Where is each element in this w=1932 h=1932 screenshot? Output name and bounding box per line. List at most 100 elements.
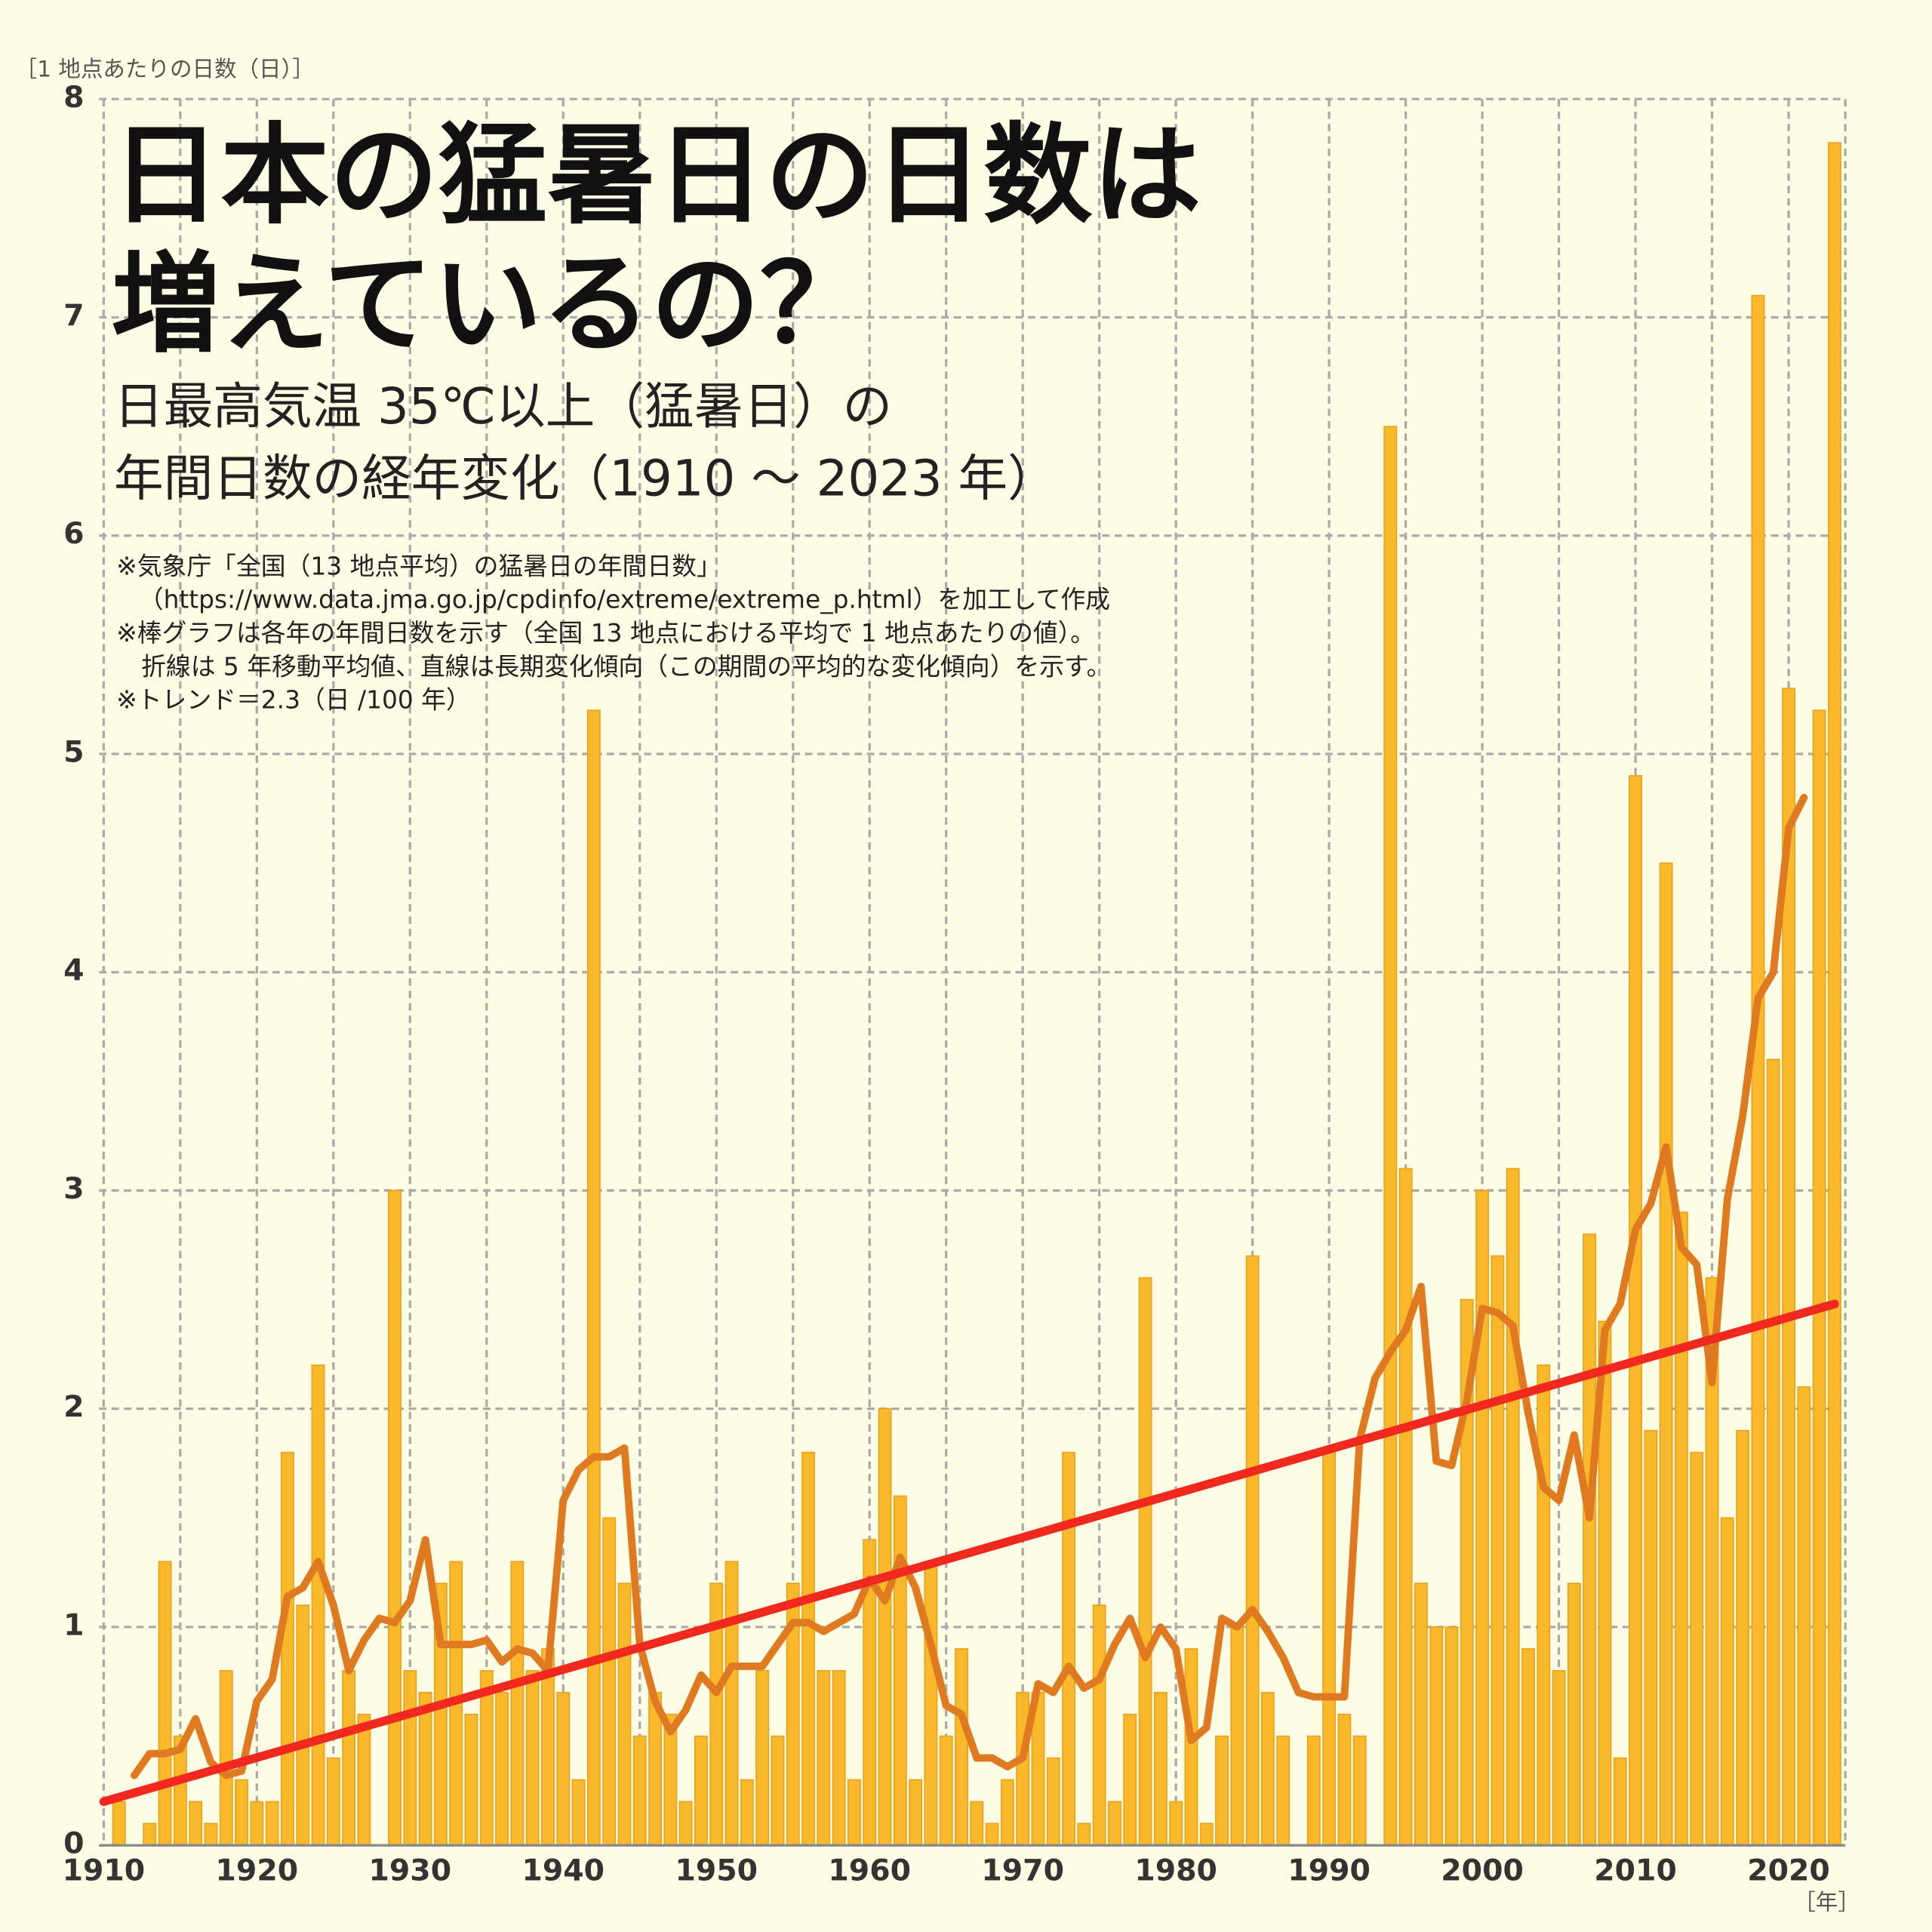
note: 折線は 5 年移動平均値、直線は長期変化傾向（この期間の平均的な変化傾向）を示す… xyxy=(141,652,1111,681)
bar xyxy=(1169,1801,1183,1846)
bar xyxy=(1414,1583,1428,1846)
x-tick-label: 1930 xyxy=(369,1854,452,1888)
y-tick-label: 1 xyxy=(63,1607,84,1642)
bar xyxy=(1062,1451,1076,1846)
bar xyxy=(357,1713,371,1846)
bar xyxy=(847,1779,861,1846)
bar xyxy=(296,1604,310,1846)
bar xyxy=(265,1801,279,1846)
bar xyxy=(1797,1386,1811,1846)
bar xyxy=(1123,1713,1137,1846)
note: （https://www.data.jma.go.jp/cpdinfo/extr… xyxy=(139,586,1110,614)
bar xyxy=(1153,1691,1168,1846)
x-tick-label: 1980 xyxy=(1134,1854,1217,1888)
bar xyxy=(801,1451,815,1846)
bar xyxy=(418,1691,432,1846)
bar xyxy=(342,1669,356,1846)
bar xyxy=(1521,1648,1535,1846)
note: ※気象庁「全国（13 地点平均）の猛暑日の年間日数」 xyxy=(116,552,721,580)
bar xyxy=(1215,1735,1229,1846)
bar xyxy=(464,1713,478,1846)
bar xyxy=(939,1735,953,1846)
bar xyxy=(1184,1648,1198,1846)
bar xyxy=(970,1801,984,1846)
title-line: 増えているの？ xyxy=(112,242,869,368)
bar xyxy=(1720,1517,1734,1846)
bar xyxy=(1016,1691,1030,1846)
bar xyxy=(1352,1735,1367,1846)
bar xyxy=(525,1669,540,1846)
bar xyxy=(1613,1757,1627,1846)
bar xyxy=(1398,1168,1413,1846)
bar xyxy=(1276,1735,1291,1846)
x-axis-label: ［年］ xyxy=(1793,1889,1860,1915)
bar xyxy=(510,1561,525,1846)
trend-line xyxy=(99,1300,1839,1807)
bar xyxy=(1337,1713,1352,1846)
bar xyxy=(694,1735,708,1846)
bar xyxy=(189,1801,203,1846)
bar xyxy=(1506,1168,1520,1846)
x-tick-label: 1990 xyxy=(1287,1854,1371,1888)
bar xyxy=(1138,1277,1152,1846)
bar xyxy=(235,1779,248,1846)
bar xyxy=(1245,1255,1260,1846)
subtitle-line: 年間日数の経年変化（1910 ～ 2023 年） xyxy=(114,450,1057,507)
x-tick-label: 2000 xyxy=(1441,1854,1524,1888)
bar xyxy=(586,709,601,1846)
bar xyxy=(403,1669,417,1846)
bar xyxy=(143,1823,157,1846)
bar xyxy=(1629,775,1642,1846)
y-tick-label: 4 xyxy=(63,953,84,988)
bar xyxy=(771,1735,785,1846)
bar xyxy=(1475,1189,1490,1846)
subtitle-line: 日最高気温 35℃以上（猛暑日）の xyxy=(114,378,892,435)
bar xyxy=(1644,1429,1658,1846)
bar xyxy=(158,1561,172,1846)
bar xyxy=(1583,1233,1597,1846)
x-tick-label: 2020 xyxy=(1747,1854,1830,1888)
bar xyxy=(1260,1691,1275,1846)
bar xyxy=(832,1669,846,1846)
bar xyxy=(1046,1757,1060,1846)
bar xyxy=(112,1801,126,1846)
bar xyxy=(985,1823,999,1846)
bar xyxy=(326,1757,340,1846)
bar xyxy=(495,1691,509,1846)
bar xyxy=(1552,1669,1566,1846)
title-line: 日本の猛暑日の日数は xyxy=(112,112,1201,239)
labels: ［1 地点あたりの日数（日）］ ［年］ 日本の猛暑日の日数は 増えているの？ 日… xyxy=(15,57,1860,1915)
bar xyxy=(556,1691,571,1846)
bar xyxy=(1766,1059,1780,1846)
bar xyxy=(740,1779,754,1846)
bar xyxy=(893,1495,907,1846)
y-tick-label: 7 xyxy=(63,298,84,333)
bar xyxy=(1736,1429,1750,1846)
bar xyxy=(1675,1211,1688,1846)
bar xyxy=(924,1561,938,1846)
y-tick-label: 8 xyxy=(63,80,84,115)
bar xyxy=(1567,1583,1581,1846)
bar xyxy=(250,1801,264,1846)
moving-average-line xyxy=(131,793,1808,1780)
bar xyxy=(280,1451,294,1846)
note: ※棒グラフは各年の年間日数を示す（全国 13 地点における平均で 1 地点あたり… xyxy=(116,619,1095,648)
bar xyxy=(724,1561,739,1846)
x-tick-label: 1960 xyxy=(828,1854,911,1888)
bar xyxy=(1230,1626,1244,1846)
bar xyxy=(1000,1779,1014,1846)
bar xyxy=(678,1801,693,1846)
y-axis-label: ［1 地点あたりの日数（日）］ xyxy=(15,57,315,82)
bar xyxy=(1306,1735,1321,1846)
bar xyxy=(602,1517,617,1846)
y-tick-label: 6 xyxy=(63,516,84,551)
bar xyxy=(1429,1626,1444,1846)
y-tick-label: 5 xyxy=(63,734,84,769)
bar xyxy=(388,1189,401,1846)
bar xyxy=(632,1735,647,1846)
y-tick-label: 3 xyxy=(63,1171,84,1206)
bar xyxy=(909,1779,923,1846)
bar xyxy=(1444,1626,1459,1846)
x-tick-label: 1910 xyxy=(63,1854,146,1888)
